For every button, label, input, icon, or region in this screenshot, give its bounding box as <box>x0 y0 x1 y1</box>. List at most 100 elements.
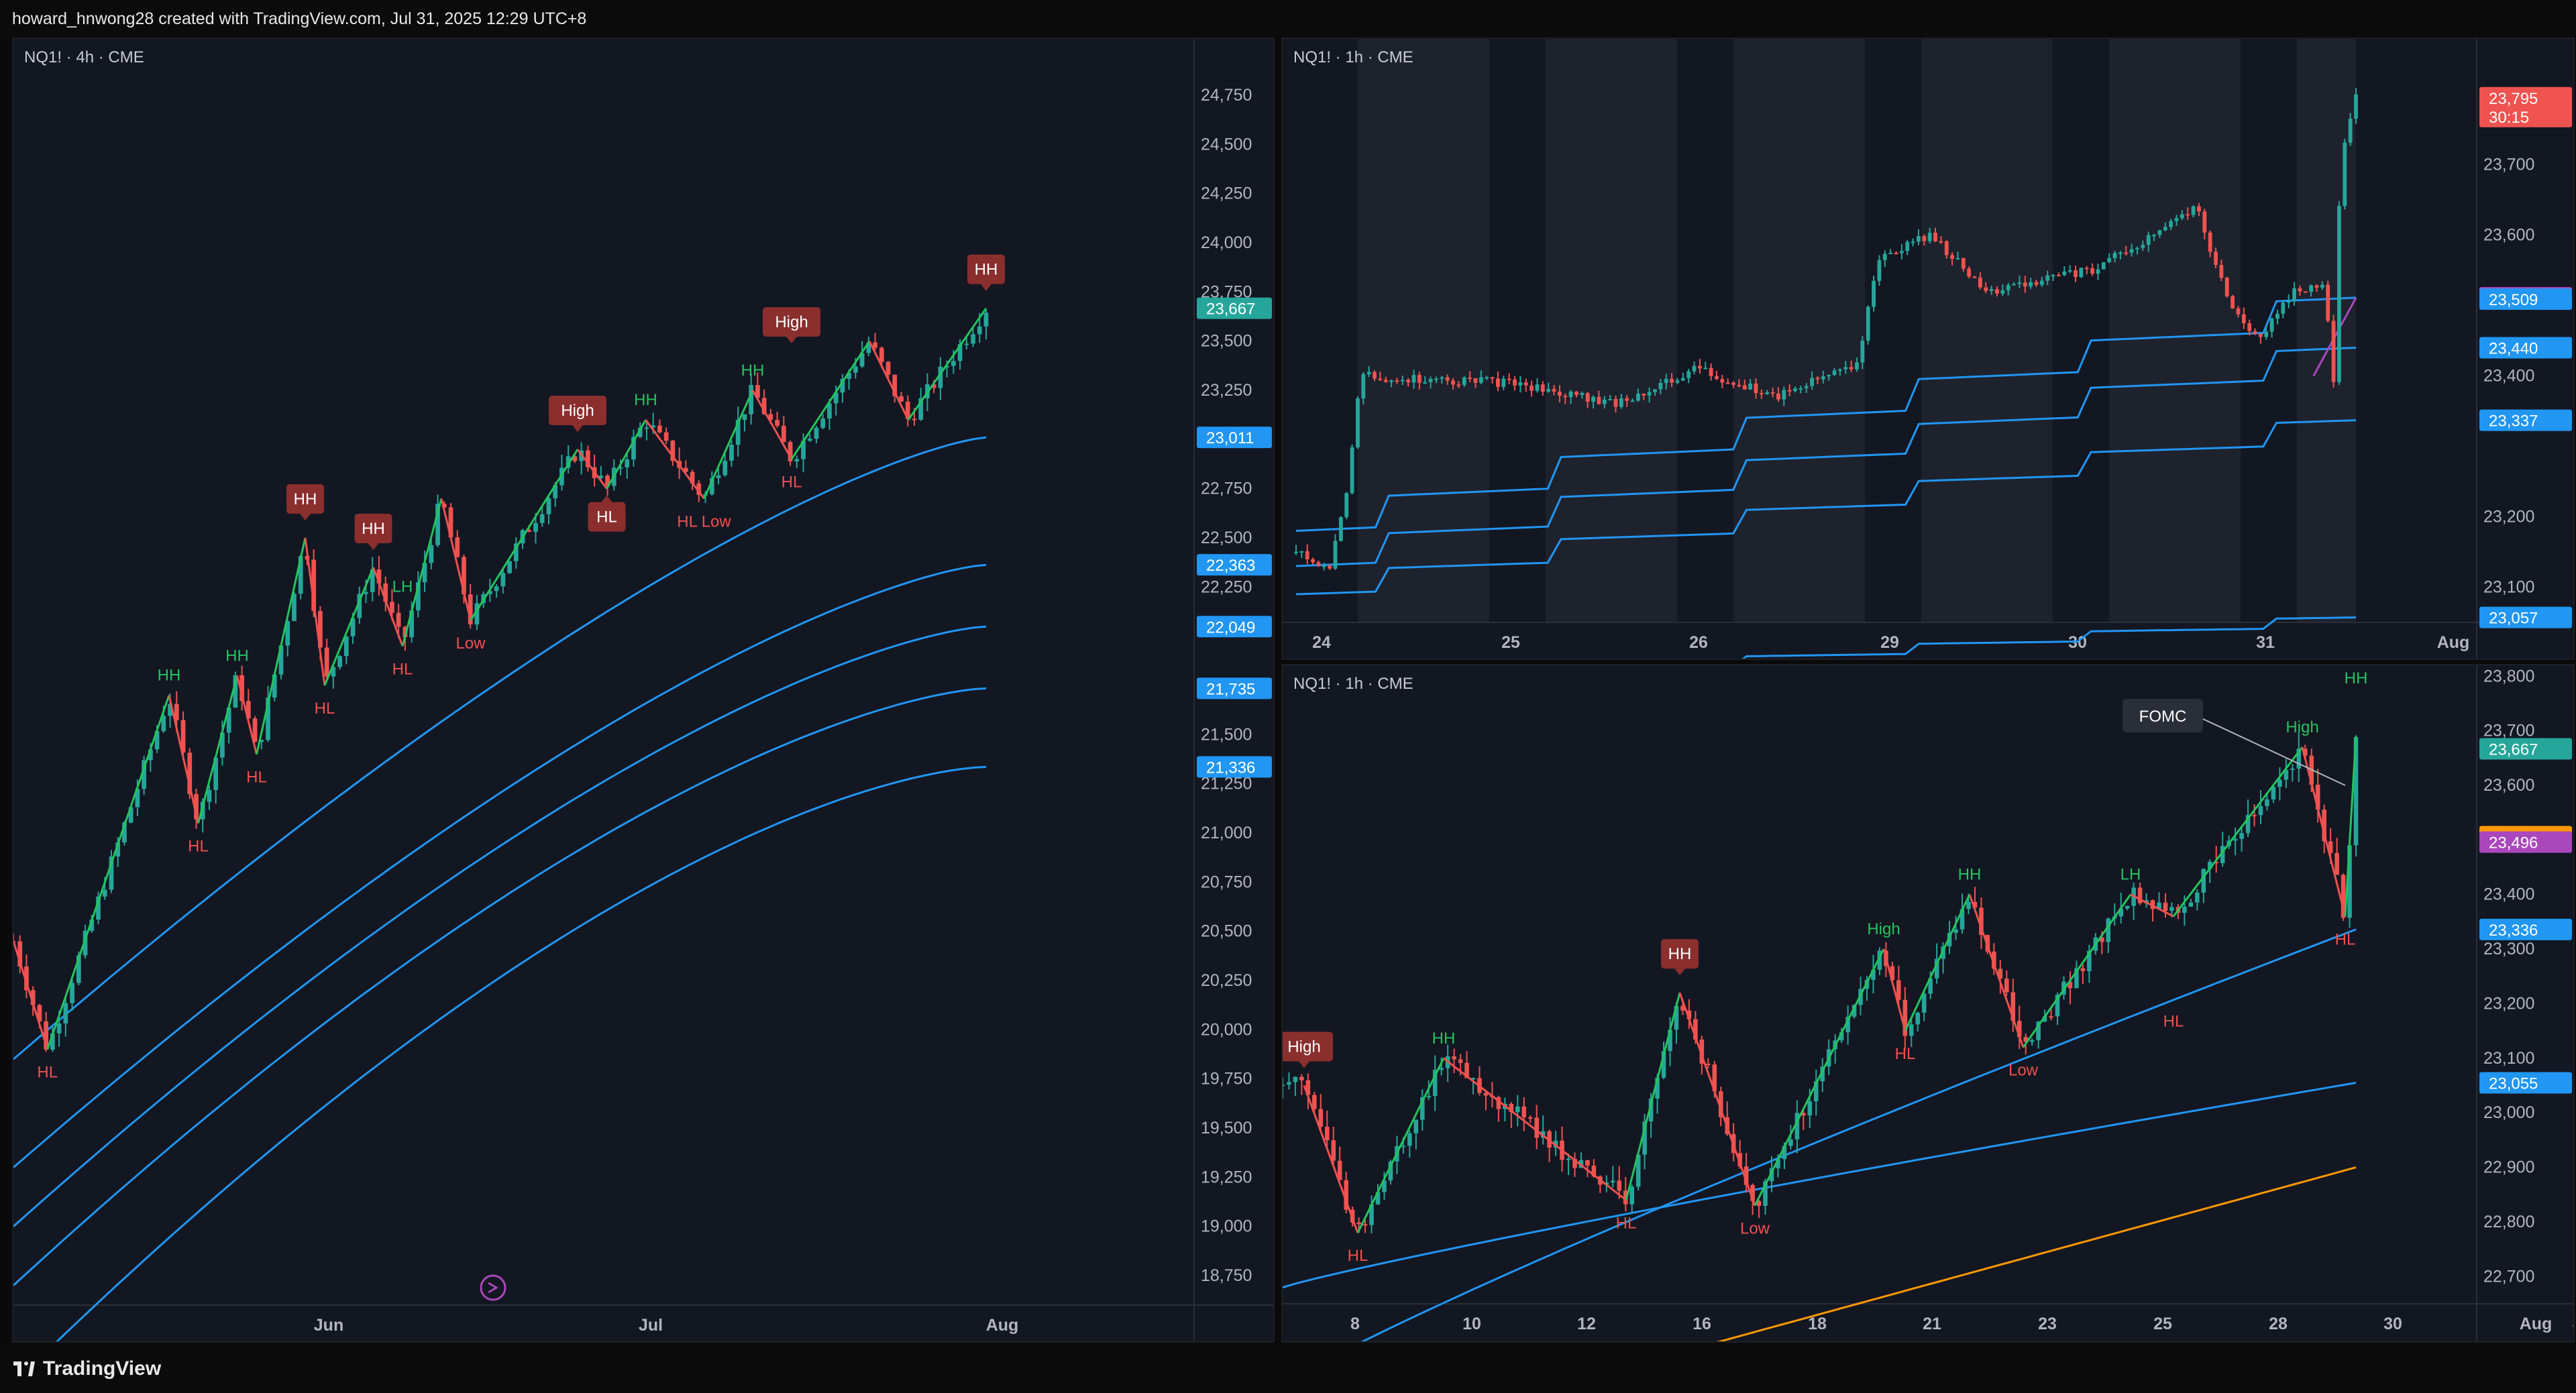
candle-body <box>1518 382 1523 386</box>
candle-body <box>1496 378 1500 387</box>
chart-svg-1h-bottom[interactable]: 23,800 23,700 23,600 23,400 23,300 23,200 23,1… <box>1283 665 2575 1343</box>
tradingview-logo[interactable]: TradingView <box>13 1357 161 1380</box>
candle-body <box>781 425 786 443</box>
swing-tag-pointer <box>572 425 583 432</box>
candle-body <box>331 667 336 677</box>
swing-tag-pointer <box>786 337 797 343</box>
candle-body <box>2353 737 2359 846</box>
candle-body <box>1328 565 1332 569</box>
candle-body <box>1725 382 1730 384</box>
y-tick-label: 23,200 <box>2483 508 2534 526</box>
candle-body <box>1820 1066 1825 1082</box>
price-tag-text: 21,735 <box>1206 680 1255 698</box>
swing-tag-label: High <box>561 402 594 420</box>
candle-body <box>1507 378 1511 380</box>
candle-body <box>415 582 421 611</box>
x-tick-label: 12 <box>1577 1315 1596 1333</box>
candle-body <box>285 621 290 646</box>
candle-body <box>2343 142 2347 207</box>
chart-panel-1h-bottom[interactable]: 23,800 23,700 23,600 23,400 23,300 23,200 23,1… <box>1281 664 2575 1343</box>
candle-body <box>259 740 264 742</box>
candle-body <box>1972 276 1977 278</box>
candle-body <box>1953 929 1958 933</box>
candle-body <box>1316 562 1321 566</box>
candle-body <box>2247 323 2252 331</box>
candle-body <box>1585 393 1590 402</box>
candle-body <box>1896 980 1901 1000</box>
candle-body <box>618 467 623 469</box>
candle-body <box>154 731 160 750</box>
zigzag-segment <box>751 390 793 460</box>
chart-panel-1h-top[interactable]: 23,700 23,600 23,400 23,200 23,100 24 25 26 29 30… <box>1281 38 2575 660</box>
zigzag-segment <box>790 340 871 460</box>
swing-label: HH <box>1432 1029 1456 1048</box>
candle-body <box>866 342 871 353</box>
candle-body <box>1485 377 1489 379</box>
candle-body <box>651 425 656 428</box>
y-tick-label: 20,250 <box>1201 971 1252 990</box>
candle-body <box>709 478 714 494</box>
candle-body <box>1743 1166 1749 1185</box>
candle-body <box>1759 392 1764 394</box>
candle-body <box>1324 1126 1330 1141</box>
candle-body <box>749 385 754 414</box>
zigzag-segment <box>1904 894 1971 1032</box>
candle-body <box>2023 1037 2028 1042</box>
candle-body <box>1697 366 1702 369</box>
candle-body <box>1382 1180 1387 1192</box>
brand-name: TradingView <box>43 1357 162 1380</box>
candle-body <box>1458 1059 1463 1063</box>
candle-body <box>1804 386 1809 388</box>
price-tag-text: 23,440 <box>2489 340 2538 358</box>
zigzag-segment <box>440 498 472 621</box>
x-tick-label: 16 <box>1693 1315 1711 1333</box>
candle-body <box>2202 211 2207 233</box>
candle-body <box>1658 382 1663 390</box>
candle-body <box>2135 247 2139 249</box>
swing-label: HL <box>782 473 802 492</box>
candle-body <box>918 398 924 420</box>
candle-body <box>1801 1113 1806 1116</box>
swing-tag-pointer <box>368 543 379 550</box>
candle-body <box>1451 380 1455 385</box>
swing-tag-pointer <box>981 284 991 291</box>
candle-body <box>1921 993 1927 1013</box>
candle-body <box>2195 892 2200 903</box>
price-tag-text: 23,667 <box>1206 300 1255 319</box>
candle-body <box>2118 252 2123 254</box>
y-tick-label: 23,100 <box>2483 578 2534 597</box>
candle-body <box>1706 1063 1711 1065</box>
swing-label: HH <box>634 391 657 409</box>
candle-body <box>1417 375 1421 383</box>
candle-body <box>298 556 303 594</box>
swing-label: HH <box>225 647 249 665</box>
y-tick-label: 24,000 <box>1201 233 1252 252</box>
candle-body <box>1636 393 1640 401</box>
candle-body <box>1748 383 1753 390</box>
chart-svg-1h-top[interactable]: 23,700 23,600 23,400 23,200 23,100 24 25 26 29 30… <box>1283 39 2575 660</box>
y-tick-label: 22,250 <box>1201 577 1252 596</box>
candle-body <box>833 392 839 404</box>
chart-svg-4h[interactable]: 24,75024,50024,25024,00023,75023,50023,2… <box>13 39 1275 1343</box>
price-tag-text: 23,055 <box>2489 1074 2538 1093</box>
candle-body <box>513 543 519 561</box>
candle-body <box>494 586 499 592</box>
candle-body <box>1998 968 2003 979</box>
footer-bar: TradingView <box>0 1343 2576 1393</box>
candle-body <box>1546 388 1551 392</box>
chart-panel-4h[interactable]: 24,750 24,500 24,250 24,000 23,750 23,500 23,2… <box>12 38 1275 1343</box>
candle-body <box>1860 340 1865 363</box>
candle-body <box>2152 235 2156 237</box>
candle-body <box>1769 1168 1774 1182</box>
candle-body <box>1378 378 1383 380</box>
candle-body <box>2006 285 2010 290</box>
price-tag-box <box>1197 554 1272 576</box>
candle-body <box>1966 901 1971 909</box>
candle-body <box>2284 769 2289 780</box>
price-tag-box <box>2479 87 2572 127</box>
swing-tag-box <box>549 396 606 425</box>
zigzag-segment <box>2172 746 2304 917</box>
session-shade <box>1921 39 2053 622</box>
zigzag-segment <box>645 419 705 500</box>
candle-body <box>1597 396 1601 404</box>
